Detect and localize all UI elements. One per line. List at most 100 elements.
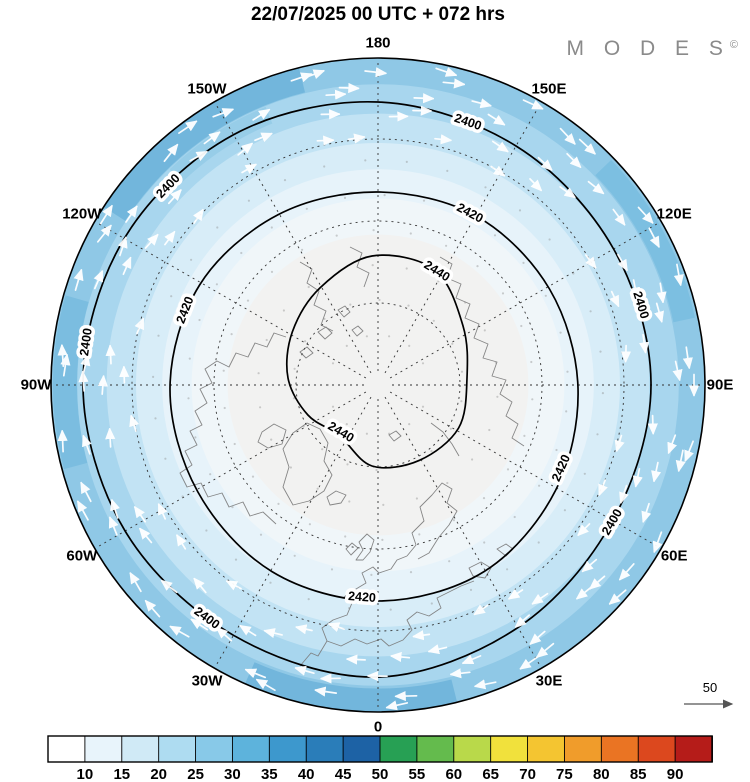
colorbar: 10 15 20 25 30 35 40 45 50 55 60 65 70 75 80 85 90 (47, 735, 713, 782)
wind-arrow (530, 630, 546, 645)
wind-gridpoint-dot (302, 425, 305, 428)
wind-gridpoint-dot (388, 432, 391, 435)
wind-gridpoint-dot (565, 410, 568, 413)
colorbar-tick-label: 45 (335, 766, 352, 782)
wind-arrow (471, 101, 491, 106)
wind-gridpoint-dot (430, 602, 433, 605)
graticule (52, 59, 704, 711)
wind-gridpoint-dot (364, 159, 367, 162)
wind-arrow (102, 375, 103, 395)
colorbar-tick-label: 30 (224, 766, 241, 782)
meridian-line (214, 396, 372, 668)
wind-gridpoint-dot (432, 319, 435, 322)
meridian-line (95, 391, 367, 549)
wind-gridpoint-dot (421, 362, 425, 365)
wind-gridpoint-dot (409, 232, 412, 235)
wind-arrow (254, 134, 272, 141)
modes-logo-text: M O D E S (567, 37, 730, 60)
wind-gridpoint-dot (316, 487, 319, 490)
wind-arrow (648, 227, 660, 247)
wind-arrow (96, 226, 111, 243)
wind-arrow (110, 344, 111, 365)
wind-arrow (177, 535, 185, 550)
wind-arrow (246, 670, 267, 679)
wind-gridpoint-dot (293, 554, 296, 557)
wind-gridpoint-dot (257, 372, 260, 375)
wind-arrow (490, 165, 504, 176)
coastline (430, 422, 460, 457)
wind-arrow (347, 137, 366, 139)
wind-arrow (566, 152, 580, 167)
colorbar-tick-label: 10 (77, 766, 94, 782)
wind-arrow (125, 206, 137, 223)
wind-gridpoint-dot (240, 251, 243, 255)
polar-map: 2400240024002400240024002420242024202420… (21, 35, 734, 736)
colorbar-cell (158, 735, 197, 763)
longitude-label-120E: 120E (657, 206, 692, 223)
wind-gridpoint-dot (269, 581, 272, 584)
wind-gridpoint-dot (446, 169, 449, 172)
wind-gridpoint-dot (389, 608, 392, 611)
wind-gridpoint-dot (259, 406, 262, 409)
coastlines (179, 246, 525, 667)
wind-gridpoint-dot (408, 344, 411, 347)
wind-arrow (617, 253, 628, 271)
meridian-line (389, 221, 661, 379)
wind-arrow (178, 121, 196, 134)
wind-gridpoint-dot (331, 405, 335, 408)
wind-gridpoint-dot (483, 541, 486, 544)
wind-arrow (240, 626, 257, 637)
wind-gridpoint-dot (530, 360, 533, 364)
contour-label-2420: 2420 (348, 589, 377, 605)
coastline (326, 580, 475, 647)
wind-gridpoint-dot (448, 560, 451, 563)
wind-arrow (83, 355, 87, 375)
colorbar-tick-label: 80 (593, 766, 610, 782)
wind-gridpoint-dot (305, 207, 308, 210)
wind-arrow (621, 484, 627, 503)
wind-gridpoint-dot (589, 310, 592, 313)
wind-arrow (520, 656, 539, 669)
wind-gridpoint-dot (308, 523, 311, 526)
colorbar-tick-label: 60 (445, 766, 462, 782)
wind-reference-value: 50 (703, 680, 717, 695)
wind-gridpoint-dot (277, 502, 280, 505)
colorbar-border (47, 735, 713, 763)
wind-arrow (212, 109, 233, 116)
wind-gridpoint-dot (270, 226, 273, 229)
wind-arrow (83, 436, 89, 455)
wind-gridpoint-dot (596, 433, 599, 436)
wind-gridpoint-dot (518, 209, 522, 212)
wind-arrow (450, 672, 471, 674)
wind-gridpoint-dot (430, 450, 433, 453)
wind-arrow (364, 71, 387, 73)
colorbar-cell (342, 735, 381, 763)
colorbar-cell (84, 735, 123, 763)
wind-gridpoint-dot (405, 160, 408, 163)
wind-gridpoint-dot (407, 304, 410, 307)
colorbar-tick-label: 15 (113, 766, 130, 782)
wind-gridpoint-dot (282, 309, 285, 312)
wind-gridpoint-dot (348, 500, 351, 503)
wind-gridpoint-dot (301, 248, 304, 251)
wind-arrow (124, 365, 125, 384)
meridian-line (214, 102, 372, 374)
wind-gridpoint-dot (446, 481, 449, 485)
colorbar-tick-label: 25 (187, 766, 204, 782)
wind-gridpoint-dot (464, 301, 467, 304)
wind-gridpoint-dot (307, 285, 310, 289)
wind-gridpoint-dot (548, 238, 551, 241)
colorbar-cell (47, 735, 86, 763)
wind-gridpoint-dot (349, 303, 352, 306)
colorbar-cell (674, 735, 713, 763)
wind-gridpoint-dot (408, 423, 411, 426)
wind-gridpoint-dot (523, 434, 526, 437)
wind-arrow (120, 238, 126, 257)
wind-arrow (653, 414, 654, 435)
wind-arrow (509, 590, 524, 599)
wind-arrow (537, 156, 552, 170)
wind-arrow (314, 690, 338, 693)
wind-gridpoint-dot (496, 395, 499, 398)
wind-gridpoint-dot (559, 331, 562, 334)
coastline (179, 332, 287, 525)
